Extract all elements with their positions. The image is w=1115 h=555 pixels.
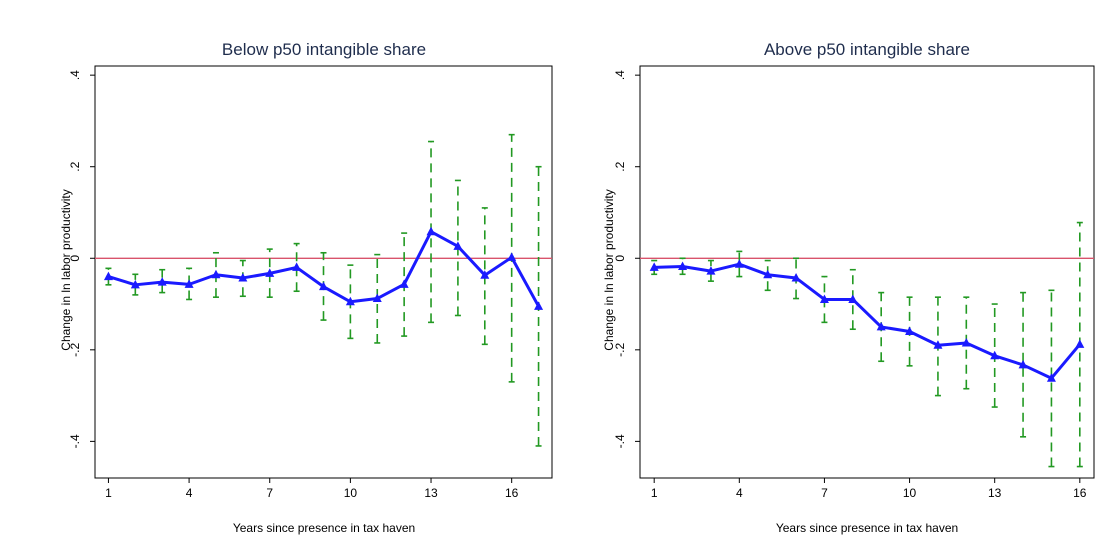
y-tick-label: .2 [613,161,627,171]
y-axis-label: Change in ln labor productivity [59,189,73,350]
data-point [372,293,382,303]
x-tick-label: 13 [988,486,1002,500]
data-point [990,350,1000,360]
x-tick-label: 4 [186,486,193,500]
data-point [961,337,971,347]
plot-frame [639,65,1095,479]
plot-area: -.4 -.2 0 .2 .4 1 4 7 10 13 16 [68,65,553,500]
data-point [1075,339,1085,348]
chart-panel-above-p50: Above p50 intangible share Years since p… [602,40,1095,535]
chart-title: Below p50 intangible share [222,40,426,59]
plot-area: -.4 -.2 0 .2 .4 1 4 7 10 13 16 [613,65,1095,500]
x-tick-label: 16 [505,486,519,500]
data-point [453,241,463,250]
y-tick-label: -.4 [68,434,82,448]
data-point [791,272,801,282]
x-axis-label: Years since presence in tax haven [776,521,958,535]
data-point [706,266,716,275]
data-point [534,301,544,310]
data-point [678,261,688,271]
x-tick-label: 4 [736,486,743,500]
y-tick-label: .4 [613,70,627,80]
x-tick-label: 10 [344,486,358,500]
data-point [292,262,302,271]
y-tick-label: .4 [68,70,82,80]
data-point [1018,359,1028,369]
x-tick-label: 1 [105,486,112,500]
x-tick-label: 10 [903,486,917,500]
plot-frame [94,65,553,479]
data-point [649,262,659,271]
data-point [905,326,915,336]
data-point [184,279,194,288]
data-point [399,279,409,288]
data-point [480,270,490,279]
y-tick-label: .2 [68,161,82,171]
data-point [130,279,140,289]
x-tick-label: 13 [424,486,438,500]
data-point [238,272,248,282]
data-point [426,226,436,236]
data-point [345,296,355,306]
data-point [876,321,886,331]
data-point [848,294,858,303]
data-point [103,271,113,281]
x-tick-label: 7 [821,486,828,500]
x-tick-label: 1 [651,486,658,500]
y-tick-label: -.4 [613,434,627,448]
y-tick-label: 0 [613,255,627,262]
data-point [157,277,167,286]
data-point [319,281,328,291]
chart-title: Above p50 intangible share [764,40,970,59]
y-tick-label: 0 [68,255,82,262]
chart-panel-below-p50: Below p50 intangible share Years since p… [59,40,553,535]
series-line [654,262,1081,380]
y-axis-label: Change in ln labor productivity [602,189,616,350]
data-point [265,268,275,277]
data-point [1046,373,1056,382]
y-tick-label: -.2 [613,342,627,356]
data-point [819,294,829,303]
data-point [734,259,744,268]
data-point [211,269,221,279]
data-point [507,252,517,261]
y-tick-label: -.2 [68,342,82,356]
data-point [763,269,773,279]
x-axis-label: Years since presence in tax haven [233,521,415,535]
data-point [933,340,943,349]
x-tick-label: 7 [266,486,273,500]
x-tick-label: 16 [1073,486,1087,500]
